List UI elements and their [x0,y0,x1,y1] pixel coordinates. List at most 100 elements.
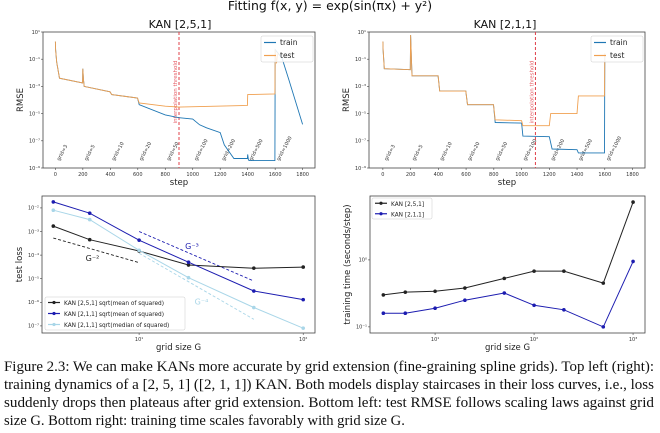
data-point [631,259,635,264]
x-tick-label: 10¹ [431,337,439,343]
data-point [502,291,507,295]
reference-line [138,231,254,282]
series-line-test [54,41,279,108]
y-tick-label: 10⁰ [359,258,367,264]
x-tick-label: 800 [160,172,170,178]
y-tick-label: 10⁻² [28,206,39,212]
data-point [186,275,191,280]
x-tick-label: 600 [133,172,143,178]
y-axis-label: RMSE [342,88,352,112]
interpolation-threshold-label: interpolation threshold [529,61,535,124]
x-tick-label: 1800 [626,172,639,178]
data-point [252,305,256,310]
reference-line-label: G⁻³ [185,242,199,251]
y-tick-label: 10¹ [32,30,40,36]
x-tick-label: 200 [406,172,416,178]
plot-title: KAN [2,1,1] [474,18,537,31]
x-tick-label: 10² [530,337,538,343]
data-point [502,276,507,281]
data-point [301,297,306,302]
series-line-test [382,34,606,127]
y-tick-label: 10⁻⁵ [355,111,366,117]
legend-entry: KAN [2,1,1] sqrt(mean of squared) [64,312,164,318]
interpolation-threshold-label: interpolation threshold [173,61,179,124]
y-tick-label: 10⁻⁶ [28,300,39,306]
x-tick-label: 400 [434,172,444,178]
data-point [87,217,92,222]
reference-line-label: G⁻² [86,254,100,263]
data-point [532,269,536,273]
legend-entry: train [280,38,298,47]
y-tick-label: 10¹ [358,30,366,36]
data-point [403,290,408,294]
x-tick-label: 10² [299,337,307,343]
y-axis-label: test loss [15,246,25,282]
series-line-kan-2-1-1-sqrt-mean-of-squared- [53,201,304,301]
data-point [433,289,437,294]
legend-marker [52,300,56,305]
data-point [186,260,191,265]
caption-line: size G. Bottom right: training time scal… [4,413,405,429]
chart-1: KAN [2,1,1] 0 200 400 600 800 1000 1200 1400 1600… [342,18,646,188]
y-axis-label: training time (seconds/step) [343,204,353,324]
data-point [51,224,56,228]
legend-entry: KAN [2,5,1] [391,202,424,208]
y-tick-label: 10⁻⁹ [355,166,366,172]
x-tick-label: 10³ [629,337,637,343]
chart-3: 10¹ 10² 10³ 10⁰ 10⁻¹ grid size G training time… [343,195,646,353]
data-point [433,306,437,311]
data-point [137,238,141,242]
legend-entry: test [280,51,294,60]
chart-0: KAN [2,5,1] 0 200 400 600 800 1000 1200 1400 1600… [16,18,316,188]
x-tick-label: 1200 [543,172,556,178]
x-tick-label: 10¹ [135,337,143,343]
y-tick-label: 10⁻⁹ [29,166,40,172]
data-point [381,311,386,316]
caption-line: suddenly drops then plateaus after grid … [4,395,655,411]
data-point [87,211,92,215]
x-tick-label: 200 [78,172,88,178]
data-point [381,293,386,297]
series-line-kan-2-5-1-sqrt-mean-of-squared- [53,225,304,269]
x-axis-label: step [170,178,188,188]
legend: train test [260,35,314,63]
legend-marker [379,201,383,205]
x-tick-label: 1600 [269,172,282,178]
chart-2: 10¹ 10² 10⁻² 10⁻³ 10⁻⁴ 10⁻⁵ 10⁻⁶ 10⁻⁷ grid size … [15,195,316,353]
x-tick-label: 1000 [186,172,199,178]
data-point [601,325,606,329]
legend: KAN [2,5,1] KAN [2,1,1] [371,197,433,220]
x-tick-label: 1600 [598,172,611,178]
data-point [631,200,635,204]
data-point [301,265,306,269]
x-axis-label: grid size G [485,343,530,353]
y-axis-label: RMSE [16,88,26,112]
reference-line [138,252,255,320]
x-axis-label: step [498,178,516,188]
y-tick-label: 10⁻³ [28,229,39,235]
y-tick-label: 10⁻¹ [29,57,40,63]
legend-box [44,296,186,331]
data-point [463,286,467,290]
data-point [51,200,56,204]
caption-line: Figure 2.3: We can make KANs more accura… [4,359,654,375]
legend: train test [590,35,644,63]
legend-entry: train [610,38,628,47]
plot-title: KAN [2,5,1] [149,18,212,31]
y-tick-label: 10⁻³ [355,84,366,90]
legend-entry: test [610,51,624,60]
data-point [51,208,56,213]
y-tick-label: 10⁻⁷ [355,139,366,145]
data-point [252,266,256,270]
reference-line-label: G⁻⁴ [195,298,209,307]
caption-line: training dynamics of a [2, 5, 1] ([2, 1,… [4,377,654,393]
legend-marker [52,322,56,327]
y-tick-label: 10⁻⁷ [29,139,40,145]
x-tick-label: 800 [489,172,499,178]
data-point [463,298,467,303]
y-tick-label: 10⁻³ [29,84,40,90]
y-tick-label: 10⁻⁵ [28,277,39,283]
y-tick-label: 10⁻⁴ [28,253,39,259]
y-tick-label: 10⁻¹ [356,325,367,331]
